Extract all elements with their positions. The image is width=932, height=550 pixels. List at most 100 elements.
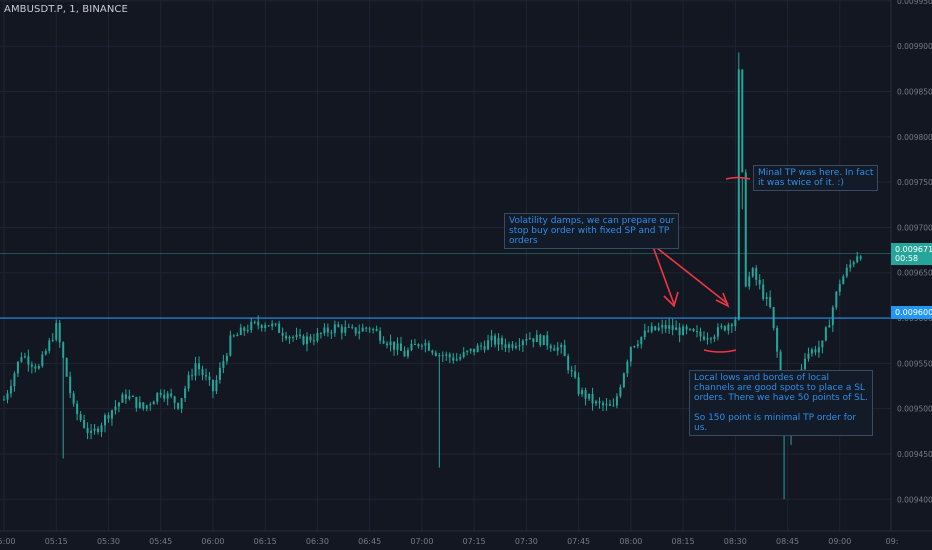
candle-body xyxy=(814,349,817,353)
candle-body xyxy=(817,347,820,353)
candle-body xyxy=(476,345,479,353)
candle-body xyxy=(507,344,510,348)
candle-body xyxy=(246,330,249,332)
candle-body xyxy=(849,264,852,268)
candle-body xyxy=(640,336,643,345)
annotation-min-tp[interactable]: Minal TP was here. In fact it was twice … xyxy=(753,165,879,191)
candle-body xyxy=(455,359,458,361)
candle-body xyxy=(480,345,483,347)
price-tick-label: 0.009800 xyxy=(897,133,932,142)
candle-body xyxy=(664,324,667,329)
candle-body xyxy=(689,328,692,330)
candle-body xyxy=(131,396,134,398)
candle-body xyxy=(744,172,747,287)
candle-body xyxy=(647,330,650,332)
candle-body xyxy=(779,351,782,374)
candle-body xyxy=(838,284,841,292)
candle-body xyxy=(438,355,441,357)
candle-body xyxy=(396,343,399,350)
candle-body xyxy=(393,341,396,350)
candle-body xyxy=(769,297,772,308)
candle-body xyxy=(514,346,517,348)
candle-body xyxy=(48,340,51,352)
candle-body xyxy=(333,324,336,334)
time-tick-label: 09: xyxy=(886,537,899,546)
candle-body xyxy=(222,361,225,368)
candle-body xyxy=(619,387,622,397)
candle-body xyxy=(567,356,570,371)
time-tick-label: 07:00 xyxy=(410,537,433,546)
current-price-label: 0.009671 xyxy=(895,245,932,254)
candle-body xyxy=(601,402,604,406)
candle-body xyxy=(633,346,636,348)
candle-body xyxy=(274,323,277,325)
candle-body xyxy=(253,321,256,323)
candle-body xyxy=(211,379,214,392)
candle-body xyxy=(762,284,765,299)
candle-body xyxy=(386,343,389,346)
candle-body xyxy=(337,324,340,327)
candle-body xyxy=(326,327,329,333)
candle-body xyxy=(462,352,465,358)
candle-body xyxy=(556,347,559,351)
arrow-to-breakout-1 xyxy=(651,243,675,305)
candle-body xyxy=(685,326,688,330)
candle-body xyxy=(184,388,187,399)
hand-drawn-marks xyxy=(651,176,751,353)
candle-body xyxy=(702,336,705,340)
candle-body xyxy=(58,322,61,343)
candle-body xyxy=(612,405,615,407)
candle-body xyxy=(72,393,75,404)
candle-body xyxy=(152,401,155,405)
time-tick-label: 05:15 xyxy=(45,537,68,546)
candle-body xyxy=(553,348,556,351)
annotation-volatility[interactable]: Volatility damps, we can prepare our sto… xyxy=(504,213,680,249)
candle-body xyxy=(803,358,806,370)
time-tick-label: 06:45 xyxy=(358,537,381,546)
candle-body xyxy=(93,428,96,431)
candle-body xyxy=(692,328,695,332)
candle-body xyxy=(532,338,535,342)
annotation-local-lows[interactable]: Local lows and bordes of local channels … xyxy=(689,370,873,436)
candle-body xyxy=(23,356,26,358)
candle-body xyxy=(323,327,326,334)
candle-body xyxy=(629,346,632,362)
price-tick-label: 0.009950 xyxy=(897,0,932,6)
candle-body xyxy=(406,350,409,357)
candle-body xyxy=(560,344,563,348)
candle-body xyxy=(400,343,403,351)
arrow-to-breakout-1-head xyxy=(663,291,679,308)
candle-body xyxy=(852,262,855,265)
candle-body xyxy=(372,329,375,331)
price-tick-label: 0.009500 xyxy=(897,405,932,414)
candle-body xyxy=(187,375,190,389)
candles xyxy=(3,52,862,500)
candle-body xyxy=(734,319,737,327)
candle-body xyxy=(445,354,448,356)
price-tick-label: 0.009450 xyxy=(897,450,932,459)
candle-body xyxy=(135,396,138,408)
candle-body xyxy=(608,404,611,406)
candle-body xyxy=(114,406,117,411)
candle-body xyxy=(204,375,207,377)
candle-body xyxy=(305,336,308,345)
candle-body xyxy=(347,326,350,328)
candle-body xyxy=(807,353,810,359)
candle-body xyxy=(518,345,521,347)
candle-body xyxy=(358,331,361,334)
candle-body xyxy=(758,279,761,285)
candle-body xyxy=(62,342,65,359)
candle-body xyxy=(424,343,427,346)
candle-body xyxy=(487,340,490,350)
candle-body xyxy=(86,427,89,433)
candle-body xyxy=(34,366,37,369)
candle-body xyxy=(292,336,295,338)
candle-body xyxy=(344,327,347,333)
candle-body xyxy=(448,354,451,358)
candle-body xyxy=(856,256,859,263)
candle-body xyxy=(469,348,472,351)
candle-body xyxy=(267,325,270,327)
arrow-to-breakout-2-head xyxy=(715,292,730,308)
candle-body xyxy=(504,344,507,348)
